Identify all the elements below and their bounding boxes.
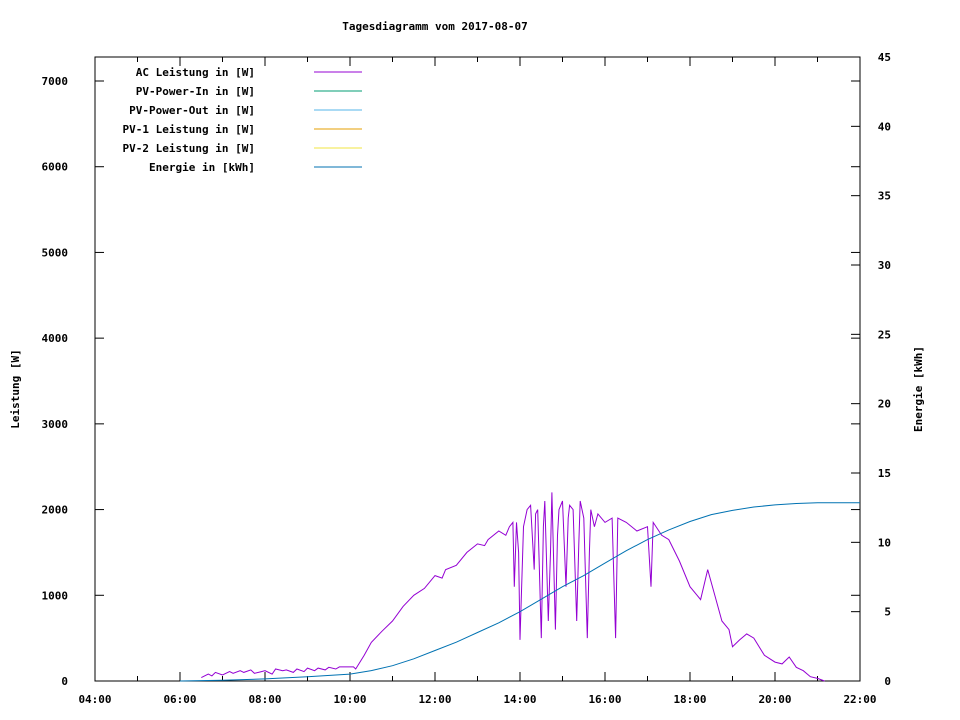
- series-energie-in-kwh: [179, 502, 861, 682]
- legend: AC Leistung in [W] PV-Power-In in [W] PV-P…: [123, 66, 362, 174]
- y-tick-label: 7000: [42, 75, 69, 88]
- legend-label: PV-2 Leistung in [W]: [123, 142, 255, 155]
- x-tick-label: 04:00: [78, 693, 111, 706]
- y-tick-label: 5000: [42, 246, 69, 259]
- x-tick-label: 08:00: [248, 693, 281, 706]
- series-line: [201, 492, 825, 682]
- y2-tick-label: 30: [878, 259, 891, 272]
- y2-tick-label: 20: [878, 398, 891, 411]
- y2-tick-label: 25: [878, 328, 891, 341]
- legend-label: AC Leistung in [W]: [136, 66, 255, 79]
- x-tick-label: 14:00: [503, 693, 536, 706]
- y2-tick-label: 0: [884, 675, 891, 688]
- x-tick-label: 12:00: [418, 693, 451, 706]
- y-tick-label: 0: [61, 675, 68, 688]
- x-tick-label: 16:00: [588, 693, 621, 706]
- y-tick-label: 3000: [42, 418, 69, 431]
- y-tick-label: 1000: [42, 589, 69, 602]
- y2-axis-label: Energie [kWh]: [912, 346, 925, 432]
- x-tick-label: 06:00: [163, 693, 196, 706]
- series-ac-leistung-in-w: [201, 492, 825, 682]
- x-tick-label: 18:00: [673, 693, 706, 706]
- y2-tick-label: 10: [878, 536, 891, 549]
- y2-tick-label: 5: [884, 606, 891, 619]
- y-tick-label: 2000: [42, 504, 69, 517]
- legend-label: PV-Power-In in [W]: [136, 85, 255, 98]
- y-tick-label: 6000: [42, 161, 69, 174]
- x-tick-label: 10:00: [333, 693, 366, 706]
- legend-label: PV-1 Leistung in [W]: [123, 123, 255, 136]
- chart-title: Tagesdiagramm vom 2017-08-07: [342, 20, 527, 33]
- y2-tick-label: 35: [878, 190, 891, 203]
- y2-tick-label: 45: [878, 51, 891, 64]
- y-axis-label: Leistung [W]: [9, 349, 22, 428]
- y2-tick-label: 40: [878, 120, 891, 133]
- y2-tick-label: 15: [878, 467, 891, 480]
- legend-label: PV-Power-Out in [W]: [129, 104, 255, 117]
- series-line: [179, 502, 860, 682]
- legend-label: Energie in [kWh]: [149, 161, 255, 174]
- x-tick-label: 20:00: [758, 693, 791, 706]
- x-tick-label: 22:00: [843, 693, 876, 706]
- y-tick-label: 4000: [42, 332, 69, 345]
